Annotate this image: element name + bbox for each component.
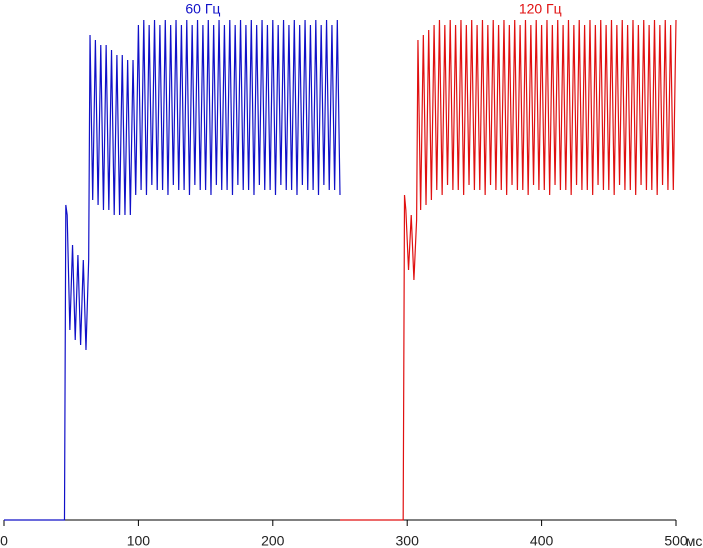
x-tick-label: 400 [530, 533, 554, 548]
series-line [340, 19, 677, 521]
series-label: 120 Гц [519, 1, 562, 17]
series-line [4, 19, 341, 521]
series-label: 60 Гц [185, 1, 220, 17]
x-tick-label: 300 [396, 533, 420, 548]
x-tick-label: 0 [0, 533, 8, 548]
x-tick-label: 200 [261, 533, 285, 548]
x-tick-label: 500 [664, 533, 688, 548]
x-tick-label: 100 [127, 533, 151, 548]
x-unit-label: мс [686, 533, 703, 548]
